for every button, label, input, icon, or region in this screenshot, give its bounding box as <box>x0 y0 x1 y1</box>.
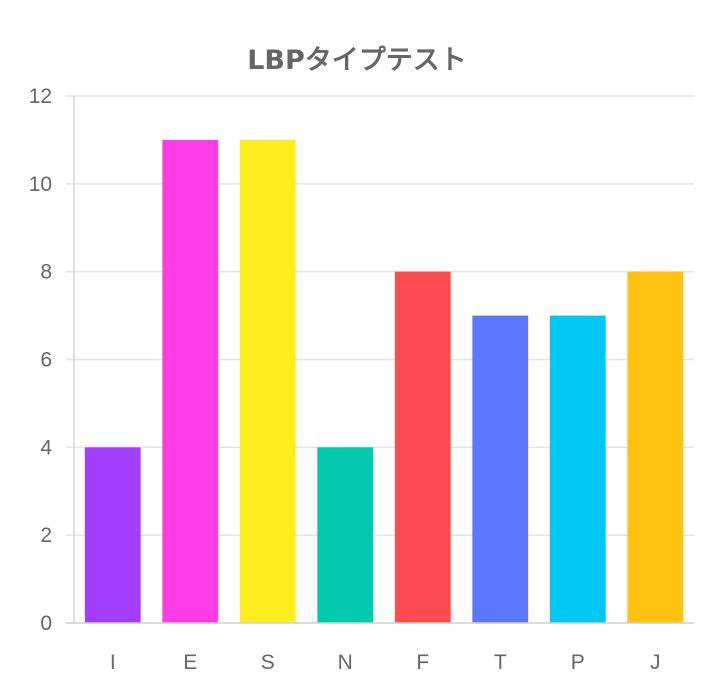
bar-E <box>162 139 219 623</box>
y-tick-label: 6 <box>40 349 52 372</box>
bar-T <box>472 315 529 623</box>
x-tick-label: S <box>261 651 275 674</box>
x-tick-label: J <box>650 651 661 674</box>
x-tick-label: F <box>416 651 429 674</box>
bars <box>84 139 684 623</box>
x-tick-label: I <box>110 651 116 674</box>
y-tick-label: 10 <box>29 173 52 196</box>
tick-labels: 0 2 4 6 8 10 12 I E S N F T P J <box>29 85 661 674</box>
bar-N <box>317 447 374 623</box>
y-tick-label: 12 <box>29 85 52 108</box>
x-tick-label: P <box>571 651 585 674</box>
bar-I <box>84 447 141 623</box>
y-tick-label: 8 <box>40 261 52 284</box>
chart-title: LBPタイプテスト <box>247 45 467 76</box>
x-tick-label: E <box>183 651 197 674</box>
y-tick-label: 4 <box>40 436 52 459</box>
y-tick-label: 0 <box>40 612 52 635</box>
bar-F <box>394 271 451 623</box>
bar-J <box>627 271 684 623</box>
x-tick-label: N <box>338 651 353 674</box>
x-tick-label: T <box>494 651 507 674</box>
bar-S <box>239 139 296 623</box>
y-tick-label: 2 <box>40 524 52 547</box>
bar-P <box>549 315 606 623</box>
axes <box>66 95 694 624</box>
